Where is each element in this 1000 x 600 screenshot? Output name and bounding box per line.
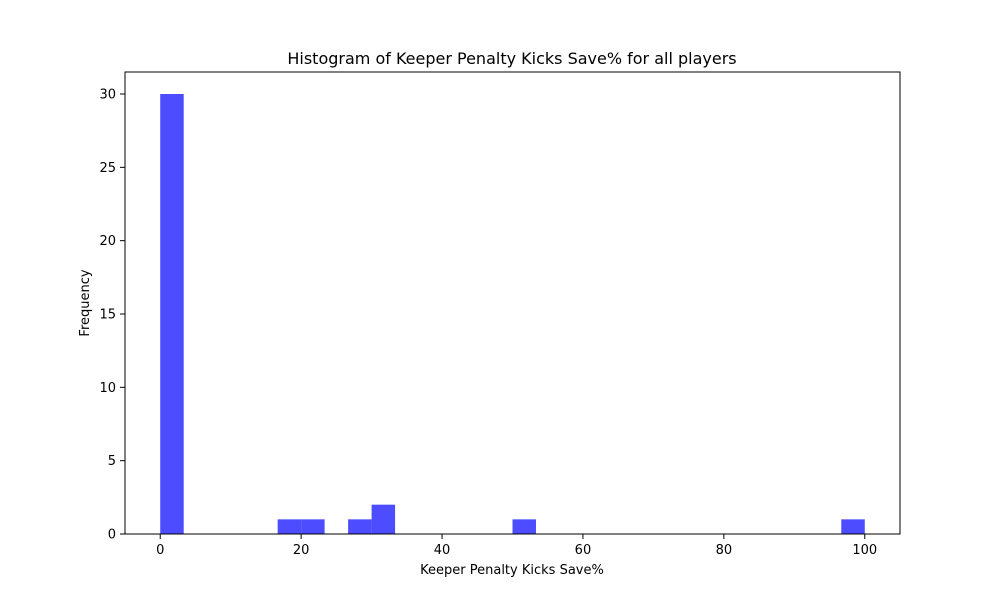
bars-group <box>160 94 865 534</box>
y-axis-ticks: 0 5 10 15 20 25 30 <box>99 88 125 543</box>
y-tick-label-0: 0 <box>108 528 116 543</box>
y-tick-label-1: 5 <box>108 454 116 469</box>
chart-title: Histogram of Keeper Penalty Kicks Save% … <box>287 49 736 68</box>
x-tick-label-0: 0 <box>156 543 164 558</box>
y-tick-label-2: 10 <box>99 381 116 396</box>
histogram-bar-0 <box>160 94 184 534</box>
x-axis-label: Keeper Penalty Kicks Save% <box>420 563 604 578</box>
y-tick-label-3: 15 <box>99 308 116 323</box>
x-tick-label-2: 40 <box>434 543 451 558</box>
y-tick-label-5: 25 <box>99 161 116 176</box>
histogram-bar-2 <box>301 519 325 534</box>
histogram-bar-6 <box>841 519 865 534</box>
histogram-bar-5 <box>512 519 536 534</box>
y-tick-label-4: 20 <box>99 234 116 249</box>
y-axis-label: Frequency <box>78 269 93 336</box>
x-tick-label-5: 100 <box>852 543 877 558</box>
histogram-bar-3 <box>348 519 372 534</box>
plot-frame <box>124 71 901 535</box>
histogram-bar-4 <box>371 504 396 534</box>
histogram-bar-1 <box>277 519 302 534</box>
y-tick-label-6: 30 <box>99 88 116 103</box>
x-axis-ticks: 0 20 40 60 80 100 <box>156 534 877 558</box>
x-tick-label-3: 60 <box>575 543 592 558</box>
x-tick-label-4: 80 <box>716 543 733 558</box>
x-tick-label-1: 20 <box>293 543 310 558</box>
